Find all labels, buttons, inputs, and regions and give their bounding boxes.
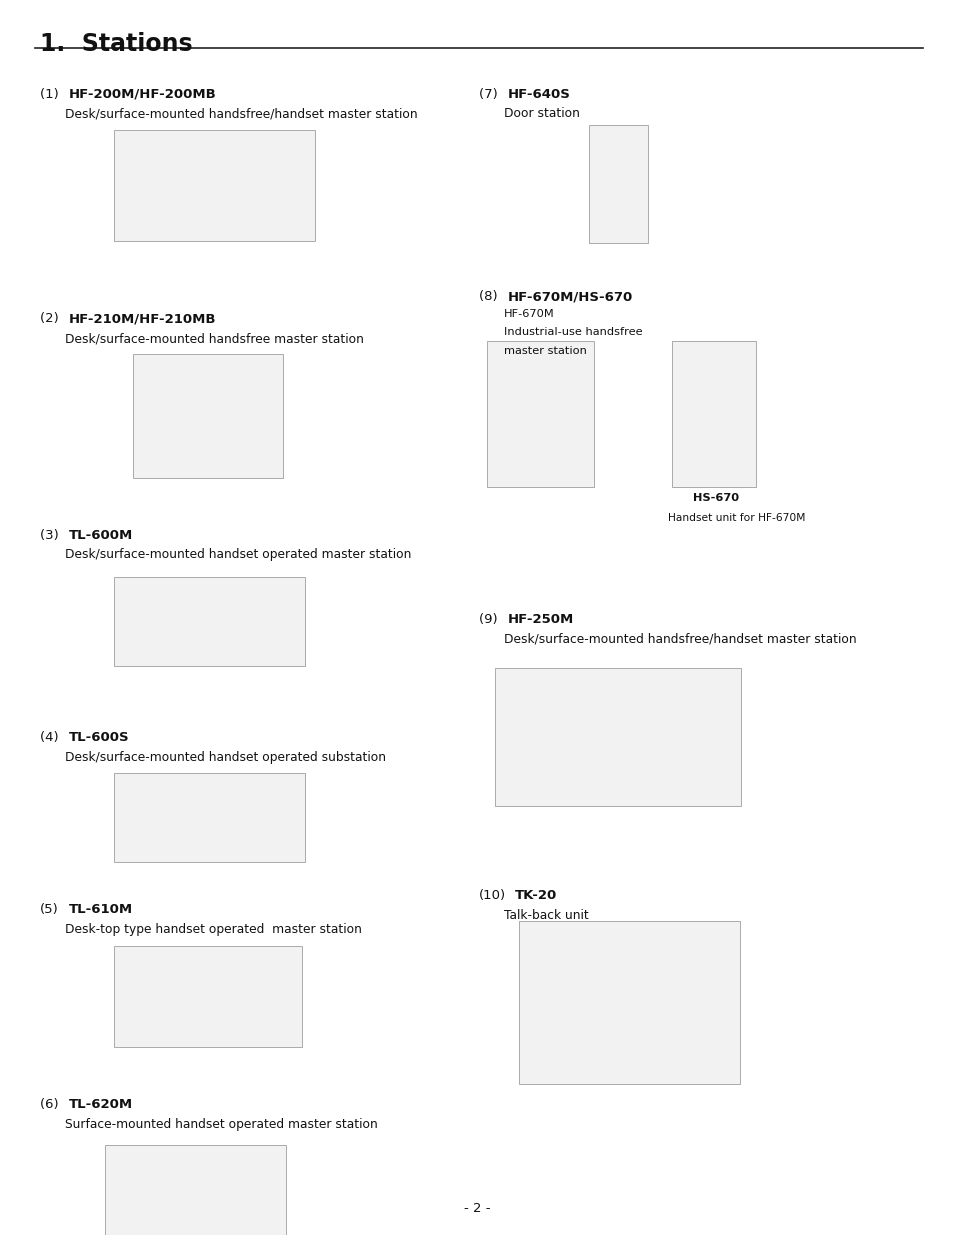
Text: Desk-top type handset operated  master station: Desk-top type handset operated master st… — [65, 923, 361, 936]
Text: HF-250M: HF-250M — [507, 613, 573, 626]
Text: HF-670M/HS-670: HF-670M/HS-670 — [507, 290, 632, 304]
Bar — [588, 126, 647, 242]
Text: (4): (4) — [40, 731, 63, 745]
Text: (5): (5) — [40, 903, 59, 916]
Text: TL-600S: TL-600S — [69, 731, 130, 745]
Text: Surface-mounted handset operated master station: Surface-mounted handset operated master … — [65, 1118, 377, 1131]
Text: 1.  Stations: 1. Stations — [40, 32, 193, 56]
Text: HF-640S: HF-640S — [507, 88, 570, 101]
Text: Industrial-use handsfree: Industrial-use handsfree — [503, 327, 641, 337]
Text: TL-610M: TL-610M — [69, 903, 132, 916]
Text: HS-670: HS-670 — [692, 493, 738, 503]
Text: Desk/surface-mounted handset operated master station: Desk/surface-mounted handset operated ma… — [65, 548, 411, 562]
Bar — [105, 1145, 286, 1235]
Text: (7): (7) — [478, 88, 501, 101]
Text: TL-600M: TL-600M — [69, 529, 132, 542]
Text: Door station: Door station — [503, 107, 579, 121]
Bar — [114, 577, 305, 666]
Text: (6): (6) — [40, 1098, 63, 1112]
Text: (2): (2) — [40, 312, 63, 326]
Text: HF-670M: HF-670M — [503, 309, 554, 319]
Text: HF-200M/HF-200MB: HF-200M/HF-200MB — [69, 88, 216, 101]
Text: Handset unit for HF-670M: Handset unit for HF-670M — [667, 513, 804, 522]
Text: Desk/surface-mounted handset operated substation: Desk/surface-mounted handset operated su… — [65, 751, 385, 764]
Text: (8): (8) — [478, 290, 501, 304]
Text: TK-20: TK-20 — [515, 889, 557, 903]
Text: HF-210M/HF-210MB: HF-210M/HF-210MB — [69, 312, 216, 326]
Text: (9): (9) — [478, 613, 501, 626]
Text: TL-620M: TL-620M — [69, 1098, 132, 1112]
Text: Talk-back unit: Talk-back unit — [503, 909, 588, 923]
Text: (10): (10) — [478, 889, 505, 903]
Text: Desk/surface-mounted handsfree/handset master station: Desk/surface-mounted handsfree/handset m… — [503, 632, 856, 646]
Text: Desk/surface-mounted handsfree/handset master station: Desk/surface-mounted handsfree/handset m… — [65, 107, 417, 121]
Bar — [495, 668, 740, 806]
Bar — [518, 921, 740, 1084]
Bar — [113, 946, 302, 1047]
Text: - 2 -: - 2 - — [463, 1202, 490, 1215]
Bar — [114, 773, 305, 862]
Text: (1): (1) — [40, 88, 63, 101]
Bar — [114, 130, 314, 241]
Bar — [487, 341, 594, 487]
Text: Desk/surface-mounted handsfree master station: Desk/surface-mounted handsfree master st… — [65, 332, 363, 346]
Bar — [132, 354, 283, 478]
Bar — [671, 341, 755, 487]
Text: (3): (3) — [40, 529, 63, 542]
Text: master station: master station — [503, 346, 586, 356]
